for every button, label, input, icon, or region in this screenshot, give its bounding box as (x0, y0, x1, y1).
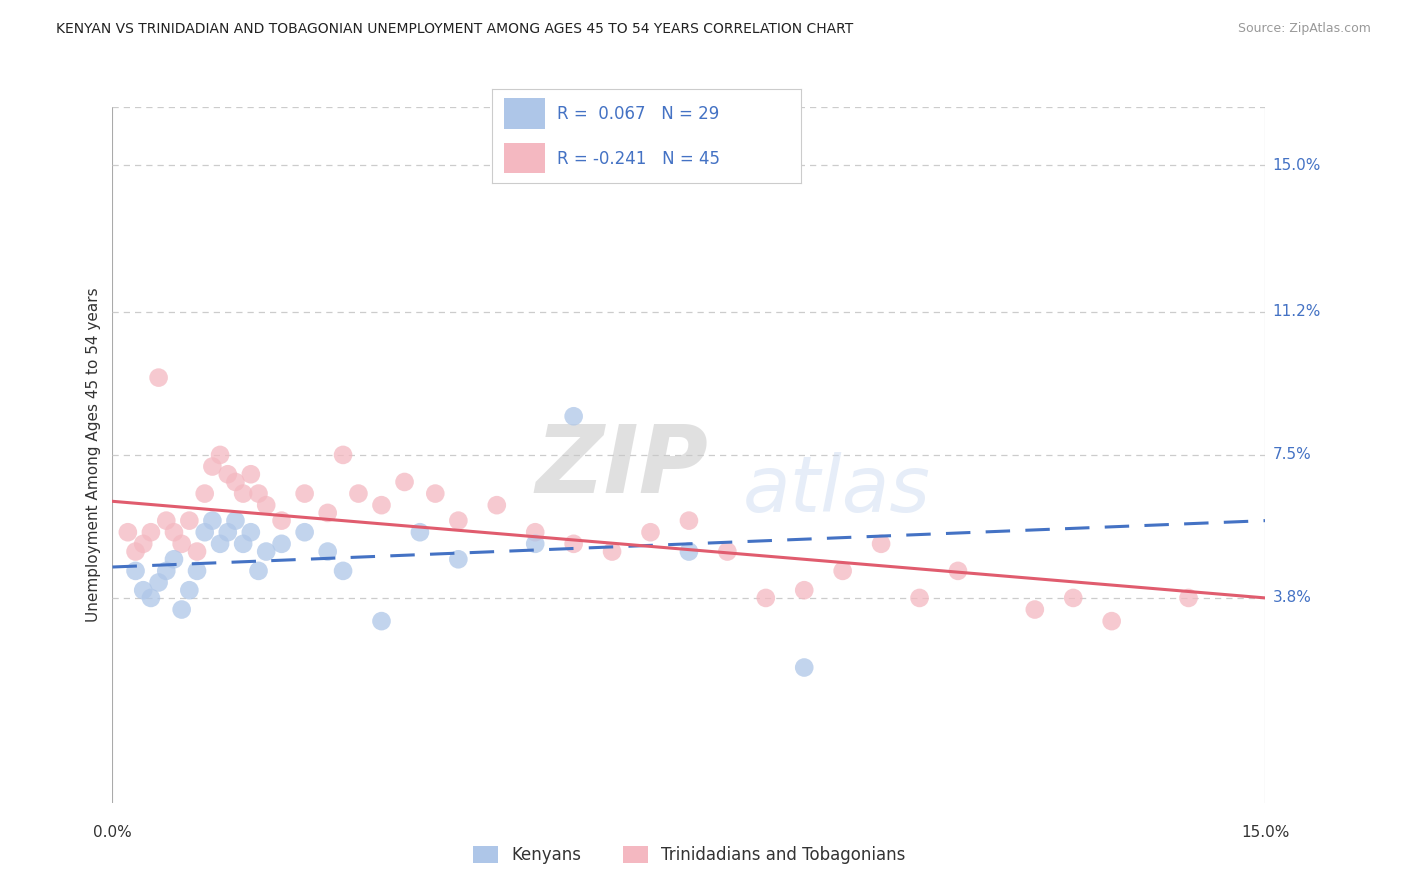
Point (170, 602, 193, 616)
Text: ZIP: ZIP (536, 420, 709, 513)
Y-axis label: Unemployment Among Ages 45 to 54 years: Unemployment Among Ages 45 to 54 years (86, 287, 101, 623)
Point (716, 544, 738, 558)
Point (217, 467, 239, 482)
Point (946, 564, 969, 578)
Point (447, 552, 470, 566)
Point (370, 498, 392, 512)
Point (562, 409, 585, 424)
Text: KENYAN VS TRINIDADIAN AND TOBAGONIAN UNEMPLOYMENT AMONG AGES 45 TO 54 YEARS CORR: KENYAN VS TRINIDADIAN AND TOBAGONIAN UNE… (56, 22, 853, 37)
Bar (505, 97, 544, 128)
Point (155, 564, 177, 578)
Point (209, 448, 232, 462)
Point (163, 525, 186, 540)
Point (186, 544, 208, 558)
Point (409, 525, 432, 540)
Point (793, 583, 815, 598)
Point (163, 552, 186, 566)
Point (139, 525, 162, 540)
Bar (505, 143, 544, 173)
Point (870, 537, 893, 551)
Point (316, 506, 339, 520)
Point (640, 525, 662, 540)
Point (179, 583, 201, 598)
Point (254, 544, 277, 558)
Point (254, 498, 277, 512)
Point (347, 486, 370, 500)
Point (148, 370, 170, 384)
Point (201, 514, 224, 528)
Point (239, 467, 262, 482)
Text: 15.0%: 15.0% (1272, 158, 1320, 172)
Text: Source: ZipAtlas.com: Source: ZipAtlas.com (1237, 22, 1371, 36)
Point (186, 564, 208, 578)
Point (247, 486, 270, 500)
Point (755, 591, 778, 605)
Point (270, 537, 292, 551)
Point (194, 525, 217, 540)
Text: 11.2%: 11.2% (1272, 304, 1320, 319)
Point (447, 514, 470, 528)
Text: 3.8%: 3.8% (1272, 591, 1312, 606)
Point (524, 537, 547, 551)
Point (678, 514, 700, 528)
Point (239, 525, 262, 540)
Point (155, 514, 177, 528)
Point (132, 537, 155, 551)
Point (370, 614, 392, 628)
Point (124, 564, 146, 578)
Point (148, 575, 170, 590)
Text: 7.5%: 7.5% (1272, 448, 1312, 462)
Point (201, 459, 224, 474)
Text: atlas: atlas (742, 451, 931, 528)
Point (600, 544, 623, 558)
Point (332, 448, 354, 462)
Point (179, 514, 201, 528)
Point (562, 537, 585, 551)
Legend: Kenyans, Trinidadians and Tobagonians: Kenyans, Trinidadians and Tobagonians (465, 839, 912, 871)
Point (170, 537, 193, 551)
Point (678, 544, 700, 558)
Point (224, 475, 246, 489)
Point (194, 486, 217, 500)
Point (1062, 591, 1084, 605)
Point (124, 544, 146, 558)
Point (270, 514, 292, 528)
Point (224, 514, 246, 528)
Text: R = -0.241   N = 45: R = -0.241 N = 45 (557, 150, 720, 168)
Point (209, 537, 232, 551)
Point (117, 525, 139, 540)
Point (294, 525, 316, 540)
Point (1101, 614, 1123, 628)
Point (247, 564, 270, 578)
Point (908, 591, 931, 605)
Text: R =  0.067   N = 29: R = 0.067 N = 29 (557, 104, 720, 122)
Point (524, 525, 547, 540)
Point (294, 486, 316, 500)
Point (485, 498, 508, 512)
Point (793, 660, 815, 674)
Point (1024, 602, 1046, 616)
Point (394, 475, 416, 489)
Point (1177, 591, 1199, 605)
Point (232, 486, 254, 500)
Point (425, 486, 447, 500)
Point (316, 544, 339, 558)
Point (217, 525, 239, 540)
Point (139, 591, 162, 605)
Point (132, 583, 155, 598)
Point (232, 537, 254, 551)
Text: 15.0%: 15.0% (1241, 825, 1289, 840)
Text: 0.0%: 0.0% (93, 825, 132, 840)
Point (332, 564, 354, 578)
Point (831, 564, 853, 578)
